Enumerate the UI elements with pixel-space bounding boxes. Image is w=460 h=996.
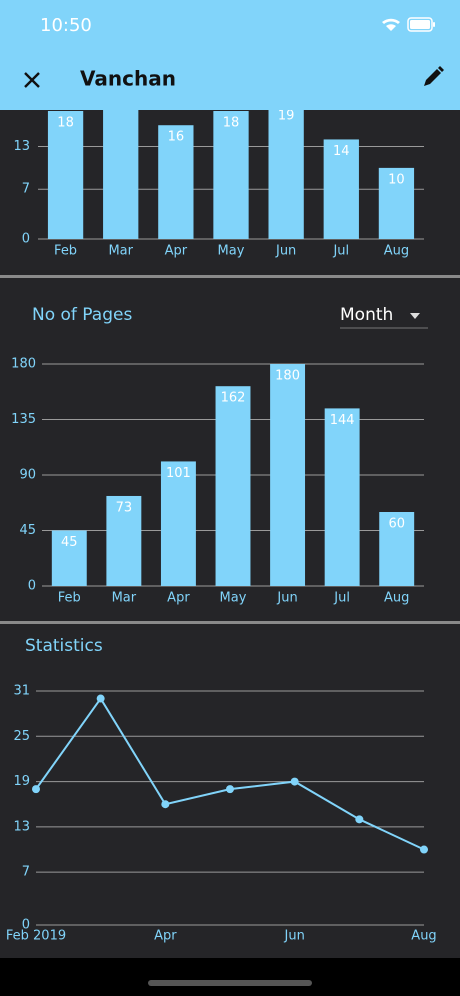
chart-title: Statistics bbox=[25, 636, 103, 656]
bar bbox=[106, 495, 142, 586]
bar bbox=[270, 364, 306, 586]
close-button[interactable] bbox=[24, 72, 40, 88]
status-time: 10:50 bbox=[40, 15, 92, 36]
value-label: 144 bbox=[330, 413, 355, 428]
app-title: Vanchan bbox=[80, 67, 176, 91]
bar bbox=[215, 386, 251, 586]
x-tick-label: Jun bbox=[275, 244, 296, 259]
x-tick-label: Jun bbox=[284, 929, 305, 944]
value-label: 10 bbox=[388, 172, 405, 187]
value-label: 180 bbox=[275, 369, 300, 384]
point bbox=[355, 815, 364, 824]
y-tick-label: 0 bbox=[22, 918, 30, 933]
x-tick-label: May bbox=[218, 244, 245, 259]
bar bbox=[324, 408, 360, 586]
bar bbox=[51, 530, 87, 586]
x-tick-label: Feb bbox=[58, 591, 81, 606]
value-label: 45 bbox=[61, 535, 78, 550]
value-label: 18 bbox=[57, 116, 74, 131]
x-tick-label: May bbox=[220, 591, 247, 606]
chart: No of Pages Month 0 45 90 135 180 45 Feb 73 Mar 1… bbox=[11, 305, 428, 606]
divider bbox=[0, 621, 460, 624]
y-tick-label: 7 bbox=[22, 182, 30, 197]
value-label: 16 bbox=[168, 130, 185, 145]
y-tick-label: 13 bbox=[13, 819, 30, 834]
x-tick-label: Apr bbox=[165, 244, 188, 259]
bar bbox=[158, 125, 194, 239]
y-tick-label: 0 bbox=[22, 232, 30, 247]
x-tick-label: Feb 2019 bbox=[6, 929, 66, 944]
y-tick-label: 31 bbox=[13, 684, 30, 699]
x-tick-label: Jul bbox=[332, 244, 349, 259]
chart-title: No of Pages bbox=[32, 305, 132, 325]
bar bbox=[268, 110, 304, 239]
value-label: 19 bbox=[278, 108, 295, 123]
value-label: 101 bbox=[166, 466, 191, 481]
x-tick-label: Mar bbox=[112, 591, 137, 606]
point bbox=[161, 800, 170, 809]
x-tick-label: Jul bbox=[333, 591, 350, 606]
y-tick-label: 90 bbox=[19, 468, 36, 483]
value-label: 73 bbox=[116, 500, 133, 515]
point bbox=[290, 777, 299, 786]
bar bbox=[323, 139, 359, 239]
x-tick-label: Jun bbox=[276, 591, 297, 606]
y-tick-label: 25 bbox=[13, 729, 30, 744]
x-tick-label: Aug bbox=[384, 591, 409, 606]
y-tick-label: 0 bbox=[28, 579, 36, 594]
y-tick-label: 19 bbox=[13, 774, 30, 789]
bar bbox=[103, 110, 139, 240]
point bbox=[226, 785, 234, 794]
value-label: 18 bbox=[223, 116, 240, 131]
value-label: 14 bbox=[333, 144, 350, 159]
point bbox=[420, 845, 428, 854]
value-label: 162 bbox=[221, 391, 246, 406]
value-label: 60 bbox=[388, 517, 405, 532]
y-tick-label: 45 bbox=[19, 523, 36, 538]
x-tick-label: Mar bbox=[108, 244, 133, 259]
chart: 071318Feb21Mar16Apr18May19Jun14Jul10Aug bbox=[13, 108, 424, 259]
x-tick-label: Apr bbox=[167, 591, 190, 606]
chart: Statistics 0 7 13 19 25 31 Feb 2019 Apr Jun Aug bbox=[6, 636, 437, 944]
status-icons bbox=[382, 17, 435, 32]
edit-button[interactable] bbox=[424, 66, 444, 86]
x-tick-label: Apr bbox=[154, 929, 177, 944]
y-tick-label: 13 bbox=[13, 139, 30, 154]
y-tick-label: 135 bbox=[11, 412, 36, 427]
y-tick-label: 180 bbox=[11, 357, 36, 372]
x-tick-label: Aug bbox=[411, 929, 436, 944]
bar bbox=[47, 111, 84, 239]
home-indicator bbox=[148, 980, 312, 986]
bar bbox=[378, 167, 415, 239]
bar bbox=[213, 111, 249, 239]
y-tick-label: 7 bbox=[22, 865, 30, 880]
app-header bbox=[0, 0, 460, 110]
bar bbox=[160, 461, 196, 586]
x-tick-label: Aug bbox=[384, 244, 409, 259]
period-dropdown[interactable]: Month bbox=[340, 305, 393, 325]
x-tick-label: Feb bbox=[54, 244, 77, 259]
dropdown-arrow[interactable] bbox=[410, 313, 420, 319]
point bbox=[32, 785, 40, 794]
divider bbox=[0, 275, 460, 278]
bar bbox=[379, 512, 415, 586]
point bbox=[96, 694, 105, 703]
